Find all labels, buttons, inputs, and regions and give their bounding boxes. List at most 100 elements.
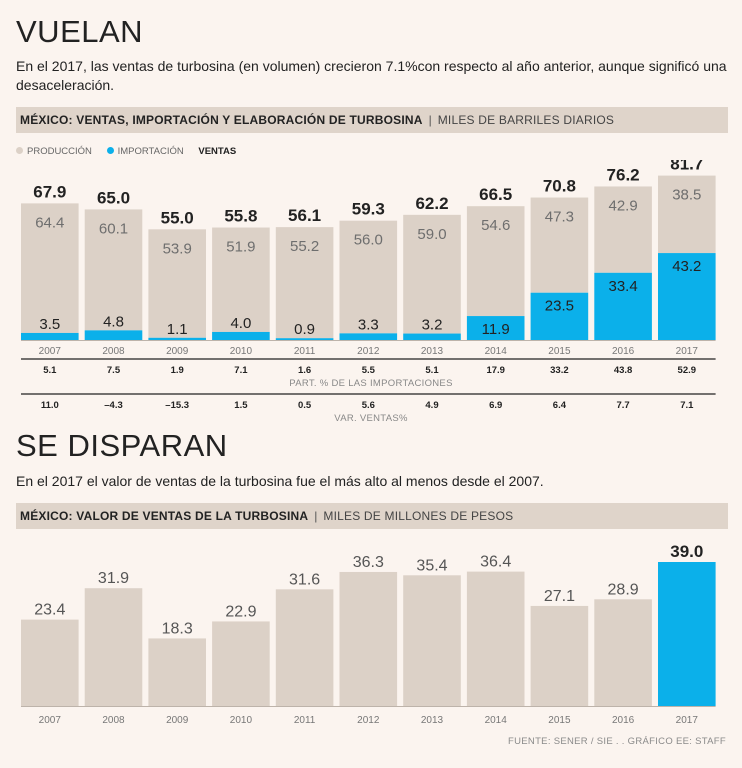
- value-label: 22.9: [225, 603, 256, 620]
- import-share-value: 7.1: [234, 365, 248, 376]
- value-bar: [84, 588, 143, 706]
- import-share-value: 1.9: [171, 365, 184, 376]
- import-share-value: 52.9: [678, 365, 697, 376]
- year-tick-label: 2014: [485, 715, 508, 726]
- import-share-value: 1.6: [298, 365, 311, 376]
- sales-change-value: 7.1: [680, 400, 694, 411]
- produccion-bar: [84, 209, 143, 331]
- chart1-header-separator: |: [428, 113, 432, 127]
- produccion-value-label: 38.5: [672, 187, 701, 204]
- chart2-header-title: MÉXICO: VALOR DE VENTAS DE LA TURBOSINA: [20, 509, 309, 523]
- sales-change-value: –4.3: [104, 400, 123, 411]
- importacion-value-label: 4.8: [103, 313, 124, 330]
- year-tick-label: 2014: [485, 346, 508, 357]
- legend-ventas-label: VENTAS: [198, 146, 237, 157]
- sales-change-value: 1.5: [234, 400, 248, 411]
- produccion-value-label: 47.3: [545, 209, 574, 226]
- year-tick-label: 2012: [357, 715, 380, 726]
- section1-title: VUELAN: [16, 14, 144, 49]
- produccion-bar: [594, 186, 652, 273]
- sales-change-value: 4.9: [425, 400, 438, 411]
- year-tick-label: 2016: [612, 715, 635, 726]
- importacion-value-label: 43.2: [672, 258, 701, 275]
- legend-produccion-swatch: [16, 147, 23, 154]
- produccion-value-label: 53.9: [163, 240, 192, 257]
- value-bar: [21, 619, 79, 706]
- value-label: 31.9: [98, 570, 129, 587]
- produccion-bar: [530, 197, 589, 293]
- year-tick-label: 2015: [548, 715, 571, 726]
- produccion-value-label: 51.9: [226, 239, 255, 256]
- value-bar: [658, 562, 716, 706]
- value-bar: [530, 605, 589, 706]
- importacion-bar: [594, 272, 652, 340]
- year-tick-label: 2009: [166, 715, 189, 726]
- importacion-bar: [84, 330, 143, 340]
- produccion-value-label: 59.0: [417, 226, 446, 243]
- importacion-value-label: 3.5: [39, 316, 60, 333]
- year-tick-label: 2013: [421, 715, 444, 726]
- year-tick-label: 2007: [39, 346, 62, 357]
- sales-change-value: 6.4: [553, 400, 567, 411]
- sales-change-value: 11.0: [41, 400, 59, 411]
- ventas-total-label: 55.0: [161, 208, 194, 227]
- chart1-header: MÉXICO: VENTAS, IMPORTACIÓN Y ELABORACIÓ…: [16, 107, 728, 133]
- legend-produccion: PRODUCCIÓN: [16, 146, 92, 157]
- year-tick-label: 2008: [102, 715, 125, 726]
- importacion-bar: [275, 338, 334, 340]
- year-tick-label: 2011: [294, 346, 316, 357]
- legend-importacion-swatch: [106, 147, 114, 154]
- import-share-value: 5.1: [425, 365, 439, 376]
- value-label: 28.9: [608, 581, 639, 598]
- sales-change-value: 7.7: [616, 400, 629, 411]
- value-label: 36.3: [353, 554, 384, 571]
- produccion-bar: [148, 229, 206, 338]
- importacion-value-label: 11.9: [482, 321, 510, 338]
- value-bar: [148, 638, 206, 706]
- import-share-value: 17.9: [486, 365, 505, 376]
- value-bar: [339, 571, 398, 706]
- produccion-bar: [466, 206, 525, 317]
- year-tick-label: 2009: [166, 346, 189, 357]
- value-bar: [466, 571, 525, 706]
- produccion-value-label: 64.4: [35, 214, 64, 231]
- import-share-value: 5.1: [43, 365, 57, 376]
- row1-caption: PART. % DE LAS IMPORTACIONES: [289, 378, 452, 389]
- chart2-header-separator: |: [314, 509, 318, 523]
- legend-produccion-label: PRODUCCIÓN: [27, 146, 92, 157]
- produccion-bar: [658, 175, 716, 254]
- year-tick-label: 2017: [676, 715, 699, 726]
- importacion-value-label: 1.1: [167, 321, 188, 338]
- year-tick-label: 2010: [230, 346, 253, 357]
- value-label: 39.0: [670, 542, 703, 561]
- legend-importacion: IMPORTACIÓN: [106, 146, 184, 157]
- importacion-value-label: 3.2: [422, 317, 443, 334]
- importacion-bar: [530, 292, 589, 340]
- ventas-total-label: 81.7: [670, 160, 703, 174]
- chart2-header-unit: MILES DE MILLONES DE PESOS: [323, 509, 514, 523]
- year-tick-label: 2007: [39, 715, 62, 726]
- ventas-total-label: 76.2: [607, 165, 640, 184]
- sales-change-value: –15.3: [165, 400, 189, 411]
- value-label: 23.4: [34, 602, 65, 619]
- section2-description: En el 2017 el valor de ventas de la turb…: [16, 473, 544, 489]
- year-tick-label: 2012: [357, 346, 380, 357]
- section1-description: En el 2017, las ventas de turbosina (en …: [16, 58, 727, 93]
- ventas-total-label: 56.1: [288, 206, 321, 225]
- source-note: FUENTE: SENER / SIE . . GRÁFICO EE: STAF…: [508, 736, 726, 747]
- produccion-value-label: 54.6: [481, 217, 510, 234]
- value-bar: [403, 575, 461, 706]
- importacion-value-label: 0.9: [294, 321, 315, 338]
- legend-importacion-label: IMPORTACIÓN: [117, 146, 184, 157]
- importacion-bar: [403, 333, 461, 340]
- chart1-legend: PRODUCCIÓN IMPORTACIÓN VENTAS: [16, 146, 248, 157]
- importacion-bar: [21, 332, 79, 340]
- chart1-svg: 67.9 64.4 3.5 2007 5.1 11.0 65.0 60.1 4.8 2008 7.5…: [21, 160, 716, 424]
- value-bar: [594, 599, 652, 706]
- sales-change-value: 6.9: [489, 400, 502, 411]
- produccion-value-label: 60.1: [99, 220, 128, 237]
- ventas-total-label: 62.2: [415, 194, 448, 213]
- import-share-value: 43.8: [614, 365, 633, 376]
- sales-change-value: 0.5: [298, 400, 312, 411]
- ventas-total-label: 67.9: [33, 182, 66, 201]
